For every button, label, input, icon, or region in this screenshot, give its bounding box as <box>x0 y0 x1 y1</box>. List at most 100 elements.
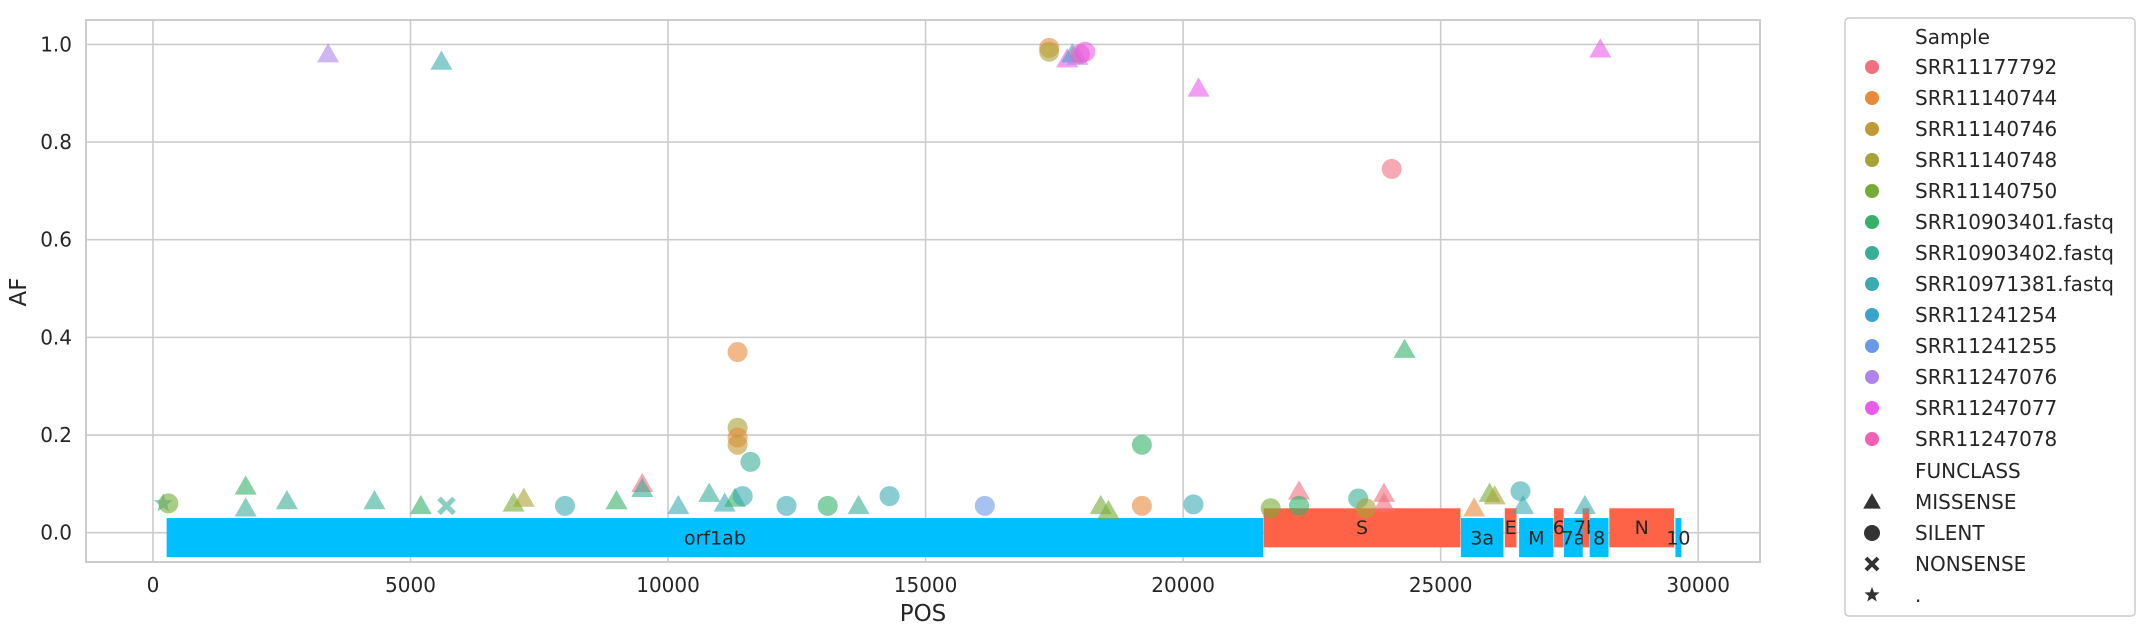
data-point <box>1372 482 1395 502</box>
gene-label: 7a <box>1561 528 1585 550</box>
x-tick-label: 20000 <box>1151 573 1215 597</box>
data-point <box>1381 158 1402 179</box>
data-point <box>1131 434 1152 455</box>
y-tick-label: 0.4 <box>40 325 72 349</box>
legend-label: SRR11241254 <box>1915 303 2057 327</box>
data-point <box>1393 338 1416 358</box>
legend-label: SRR11140746 <box>1915 117 2057 141</box>
legend: Sample SRR11177792 SRR11140744 SRR11140746… <box>1844 17 2136 617</box>
data-point <box>158 493 179 514</box>
data-point <box>879 486 900 507</box>
data-point <box>234 475 257 495</box>
x-axis-ticks: 0 5000 10000 15000 20000 25000 30000 <box>147 573 1730 597</box>
gene-label: 10 <box>1666 528 1690 550</box>
data-point <box>1289 495 1310 516</box>
gene-label: 8 <box>1593 528 1605 550</box>
data-point <box>727 434 748 455</box>
gene-label: E <box>1505 517 1517 539</box>
data-point <box>605 489 628 510</box>
legend-marker <box>1864 556 1880 572</box>
gene-block <box>1460 518 1504 558</box>
gene-block <box>1582 508 1590 548</box>
data-point <box>1463 497 1486 517</box>
gene-label: M <box>1528 528 1544 550</box>
legend-swatch <box>1865 370 1879 384</box>
legend-swatch <box>1865 308 1879 322</box>
data-point <box>1075 41 1096 62</box>
y-tick-label: 0.6 <box>40 228 72 252</box>
data-point <box>1589 38 1612 58</box>
legend-label: SRR11247077 <box>1915 396 2057 420</box>
legend-swatch <box>1865 91 1879 105</box>
x-tick-label: 25000 <box>1409 573 1473 597</box>
legend-label: NONSENSE <box>1915 552 2026 576</box>
data-point <box>1039 41 1060 62</box>
y-tick-label: 1.0 <box>40 32 72 56</box>
legend-swatch <box>1865 432 1879 446</box>
gene-block <box>1563 518 1583 558</box>
data-point <box>502 492 525 512</box>
legend-label: SRR11140750 <box>1915 179 2057 203</box>
legend-swatch <box>1865 122 1879 136</box>
data-point <box>1131 495 1152 516</box>
legend-label: SRR10903401.fastq <box>1915 210 2114 234</box>
gene-block <box>1589 518 1609 558</box>
legend-frame <box>1844 17 2136 617</box>
data-point <box>1097 499 1120 519</box>
legend-label: SRR11140748 <box>1915 148 2057 172</box>
legend-label: SRR11247076 <box>1915 365 2057 389</box>
legend-marker <box>1863 493 1881 509</box>
data-point <box>409 494 432 515</box>
legend-label: SRR11177792 <box>1915 55 2057 79</box>
legend-hue-title: Sample <box>1915 25 1990 49</box>
y-axis-label: AF <box>6 278 32 307</box>
data-point <box>732 486 753 507</box>
data-point <box>847 494 870 515</box>
legend-swatch <box>1865 277 1879 291</box>
x-tick-label: 15000 <box>894 573 958 597</box>
grid <box>86 20 1760 562</box>
data-point <box>1372 492 1395 512</box>
legend-marker <box>1864 525 1880 541</box>
gene-block <box>1519 518 1554 558</box>
data-point <box>234 497 257 517</box>
legend-swatch <box>1865 246 1879 260</box>
data-point <box>1187 77 1210 97</box>
data-point <box>631 477 654 498</box>
y-tick-label: 0.8 <box>40 130 72 154</box>
data-point <box>1288 480 1311 500</box>
gene-label: 3a <box>1470 528 1494 550</box>
legend-swatch <box>1865 184 1879 198</box>
data-point <box>667 494 690 515</box>
legend-marker <box>1864 587 1880 602</box>
data-point <box>1483 485 1506 505</box>
legend-swatch <box>1865 60 1879 74</box>
x-tick-label: 10000 <box>636 573 700 597</box>
data-point <box>713 492 736 512</box>
gene-label: N <box>1635 517 1649 539</box>
data-point <box>317 43 340 63</box>
data-point <box>817 495 838 516</box>
legend-label: SRR11241255 <box>1915 334 2057 358</box>
data-point <box>512 487 535 507</box>
legend-swatch <box>1865 401 1879 415</box>
y-tick-label: 0.2 <box>40 423 72 447</box>
data-point <box>1355 498 1376 519</box>
data-point <box>1573 494 1596 515</box>
data-point <box>974 495 995 516</box>
plot-background <box>85 19 1761 563</box>
legend-style-title: FUNCLASS <box>1915 459 2021 483</box>
data-point <box>363 489 386 510</box>
legend-label: SRR11140744 <box>1915 86 2057 110</box>
data-point <box>275 489 298 510</box>
legend-swatch <box>1865 215 1879 229</box>
legend-label: SRR10903402.fastq <box>1915 241 2114 265</box>
legend-label: SILENT <box>1915 521 1985 545</box>
gene-label: S <box>1356 517 1368 539</box>
data-point <box>1512 494 1535 515</box>
data-point <box>1260 498 1281 519</box>
data-point <box>1183 494 1204 515</box>
data-point <box>437 496 456 516</box>
